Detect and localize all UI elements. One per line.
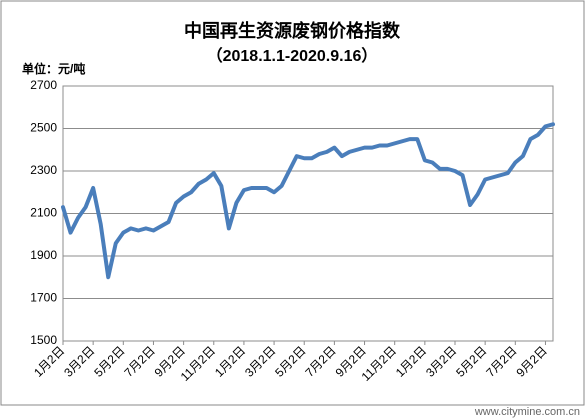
y-tick-label: 2100 bbox=[30, 206, 57, 220]
y-tick-label: 1500 bbox=[30, 333, 57, 347]
chart-title: 中国再生资源废钢价格指数 bbox=[184, 20, 401, 42]
data-line bbox=[61, 122, 555, 280]
y-tick-label: 2500 bbox=[30, 121, 57, 135]
watermark: www.citymine.com.cn bbox=[474, 406, 580, 418]
y-tick-label: 2700 bbox=[30, 78, 57, 92]
y-tick-label: 1900 bbox=[30, 248, 57, 262]
y-tick-label: 2300 bbox=[30, 163, 57, 177]
chart-subtitle: （2018.1.1-2020.9.16） bbox=[207, 47, 378, 65]
y-tick-label: 1700 bbox=[30, 291, 57, 305]
y-axis-label: 单位：元/吨 bbox=[22, 61, 85, 76]
